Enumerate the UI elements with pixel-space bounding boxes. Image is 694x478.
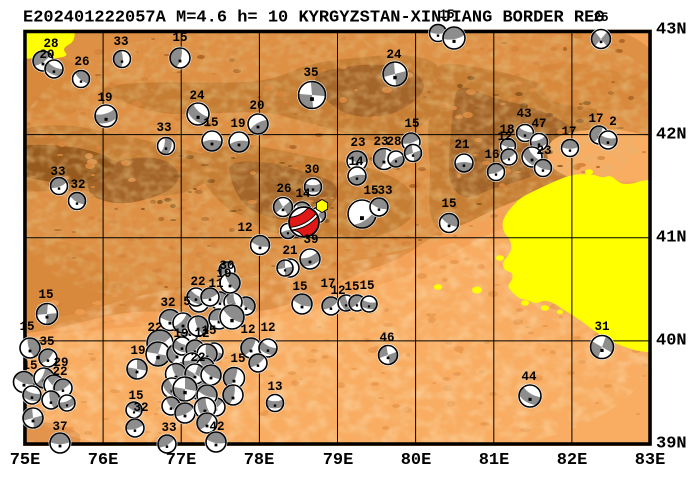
svg-text:12: 12 (330, 284, 345, 298)
svg-text:15: 15 (38, 288, 53, 302)
svg-text:15: 15 (363, 184, 378, 198)
svg-text:46: 46 (379, 331, 394, 345)
svg-text:21: 21 (282, 244, 297, 258)
svg-text:15: 15 (128, 389, 143, 403)
svg-text:15: 15 (441, 197, 456, 211)
svg-text:15: 15 (230, 352, 245, 366)
svg-text:13: 13 (267, 380, 282, 394)
svg-text:20: 20 (249, 99, 264, 113)
svg-text:E202401222057A M=4.6 h= 10 KYR: E202401222057A M=4.6 h= 10 KYRGYZSTAN-XI… (23, 9, 605, 28)
svg-text:12: 12 (240, 323, 255, 337)
svg-text:29: 29 (53, 356, 68, 370)
svg-text:19: 19 (216, 267, 231, 281)
svg-text:22: 22 (52, 365, 67, 379)
svg-text:43N: 43N (656, 21, 687, 40)
svg-text:30: 30 (304, 163, 319, 177)
svg-text:78E: 78E (244, 451, 275, 470)
svg-text:5: 5 (183, 295, 191, 309)
svg-text:15: 15 (19, 320, 34, 334)
svg-text:18: 18 (499, 123, 514, 137)
svg-text:23: 23 (373, 135, 388, 149)
svg-text:11: 11 (208, 277, 223, 291)
svg-text:19: 19 (173, 327, 188, 341)
svg-text:79E: 79E (323, 451, 354, 470)
svg-text:15: 15 (203, 116, 218, 130)
svg-text:25: 25 (593, 11, 608, 25)
svg-text:42N: 42N (656, 126, 687, 145)
svg-text:26: 26 (74, 55, 89, 69)
svg-text:42: 42 (209, 420, 224, 434)
svg-text:22: 22 (190, 275, 205, 289)
svg-text:15: 15 (292, 280, 307, 294)
svg-text:17: 17 (320, 277, 335, 291)
svg-text:12: 12 (260, 321, 275, 335)
svg-text:15: 15 (22, 359, 37, 373)
svg-text:39N: 39N (656, 435, 687, 454)
svg-text:26: 26 (276, 182, 291, 196)
svg-text:15: 15 (344, 280, 359, 294)
svg-text:17: 17 (588, 112, 603, 126)
svg-text:23: 23 (350, 136, 365, 150)
svg-text:35: 35 (39, 335, 54, 349)
svg-text:28: 28 (386, 135, 401, 149)
svg-text:33: 33 (161, 421, 176, 435)
svg-text:82E: 82E (557, 451, 588, 470)
svg-text:24: 24 (386, 48, 402, 62)
svg-text:14: 14 (348, 155, 364, 169)
svg-text:12: 12 (497, 130, 512, 144)
svg-text:12: 12 (194, 327, 209, 341)
svg-text:15: 15 (359, 279, 374, 293)
svg-text:31: 31 (594, 320, 609, 334)
svg-text:44: 44 (521, 370, 537, 384)
svg-text:28: 28 (43, 37, 58, 51)
svg-text:75E: 75E (10, 451, 41, 470)
svg-text:15: 15 (404, 117, 419, 131)
svg-text:24: 24 (189, 89, 205, 103)
svg-text:22: 22 (147, 321, 162, 335)
svg-text:39: 39 (303, 233, 318, 247)
svg-text:15: 15 (172, 31, 187, 45)
svg-text:2: 2 (609, 115, 617, 129)
svg-text:43: 43 (516, 107, 531, 121)
svg-text:77E: 77E (166, 451, 197, 470)
svg-text:17: 17 (561, 125, 576, 139)
svg-text:16: 16 (484, 148, 499, 162)
svg-text:32: 32 (70, 178, 85, 192)
svg-text:40N: 40N (656, 332, 687, 351)
svg-text:81E: 81E (479, 451, 510, 470)
svg-text:83E: 83E (635, 451, 666, 470)
svg-text:19: 19 (130, 344, 145, 358)
svg-text:33: 33 (50, 165, 65, 179)
svg-text:76E: 76E (88, 451, 119, 470)
svg-text:33: 33 (156, 121, 171, 135)
svg-text:12: 12 (237, 221, 252, 235)
svg-text:41N: 41N (656, 229, 687, 248)
svg-text:23: 23 (536, 144, 551, 158)
svg-text:14: 14 (295, 187, 311, 201)
svg-text:19: 19 (230, 117, 245, 131)
svg-text:47: 47 (531, 117, 546, 131)
svg-text:30: 30 (219, 259, 234, 273)
svg-text:32: 32 (133, 401, 148, 415)
svg-text:22: 22 (190, 351, 205, 365)
svg-text:15: 15 (201, 324, 216, 338)
svg-text:37: 37 (52, 420, 67, 434)
svg-text:80E: 80E (401, 451, 432, 470)
svg-text:19: 19 (97, 91, 112, 105)
svg-text:33: 33 (377, 184, 392, 198)
svg-text:20: 20 (39, 48, 54, 62)
svg-text:33: 33 (113, 35, 128, 49)
svg-text:15: 15 (439, 8, 454, 22)
svg-text:21: 21 (454, 138, 469, 152)
svg-text:35: 35 (303, 66, 318, 80)
svg-text:32: 32 (160, 296, 175, 310)
